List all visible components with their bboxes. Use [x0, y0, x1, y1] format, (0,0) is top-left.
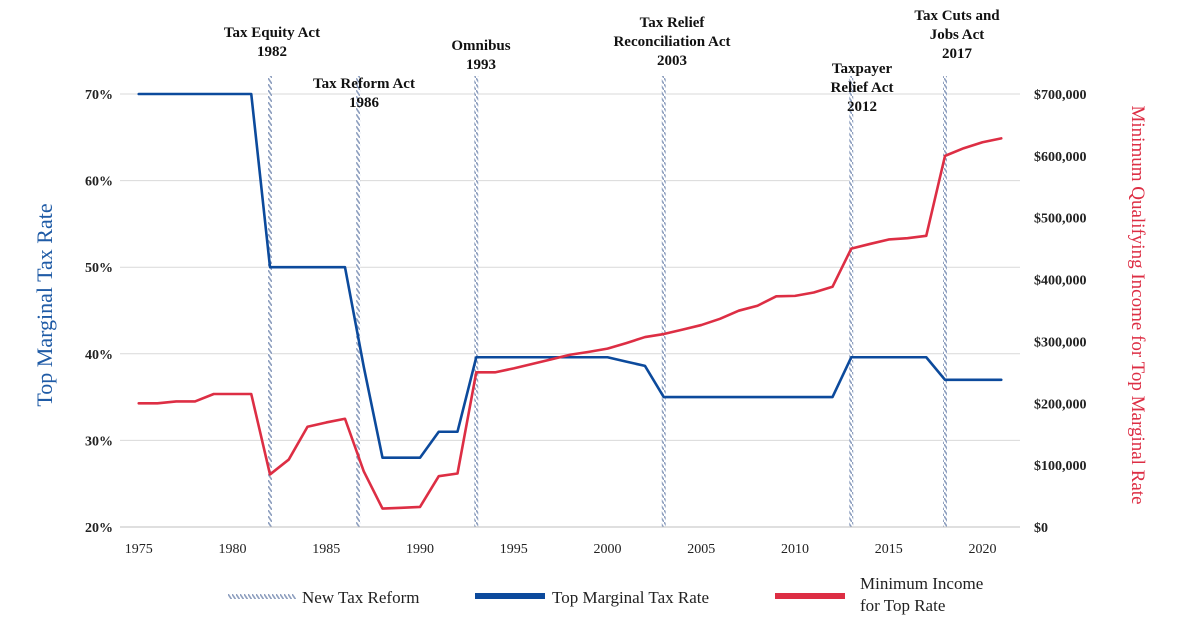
reform-annotation-text: 1993	[466, 57, 496, 73]
legend-label-income: Minimum Income	[860, 574, 983, 593]
x-tick-label: 1980	[219, 542, 247, 557]
y2-tick-label: $300,000	[1034, 335, 1087, 350]
reform-line	[849, 76, 854, 527]
y2-tick-label: $100,000	[1034, 459, 1087, 474]
y2-tick-label: $500,000	[1034, 212, 1087, 227]
reform-annotation-text: Omnibus	[451, 38, 510, 54]
x-tick-label: 1995	[500, 542, 528, 557]
y2-tick-label: $0	[1034, 521, 1048, 536]
legend-label-rate: Top Marginal Tax Rate	[552, 588, 709, 607]
y2-tick-label: $700,000	[1034, 88, 1087, 103]
reform-annotation-text: Reconciliation Act	[613, 34, 730, 50]
x-tick-label: 1985	[312, 542, 340, 557]
reform-line	[943, 76, 947, 527]
reform-line	[661, 76, 666, 527]
top-marginal-rate-line	[137, 92, 1003, 460]
reform-annotation-text: 1986	[349, 95, 380, 111]
x-tick-label: 1990	[406, 542, 434, 557]
reform-annotation-text: 2012	[847, 99, 877, 115]
legend-swatch-reform	[228, 594, 296, 599]
y-tick-label: 60%	[85, 175, 113, 190]
reform-annotations: Tax Equity Act 1982 Tax Reform Act 1986 Omni…	[224, 8, 1000, 115]
reform-line	[474, 76, 479, 527]
x-tick-label: 2005	[687, 542, 715, 557]
legend-label-reform: New Tax Reform	[302, 588, 419, 607]
y-tick-label: 40%	[85, 348, 113, 363]
reform-annotation-text: 2017	[942, 46, 973, 62]
x-tick-label: 2020	[969, 542, 997, 557]
minimum-income-line	[137, 137, 1003, 510]
reform-annotation-text: 2003	[657, 53, 687, 69]
grid-layer	[120, 93, 1020, 441]
y2-tick-label: $400,000	[1034, 274, 1087, 289]
reform-annotation-text: 1982	[257, 44, 287, 60]
y2-tick-label: $200,000	[1034, 397, 1087, 412]
legend: New Tax Reform Top Marginal Tax Rate Minim…	[228, 574, 983, 615]
x-tick-label: 1975	[125, 542, 153, 557]
legend-swatch-income	[775, 593, 845, 599]
legend-swatch-rate	[475, 593, 545, 599]
reform-annotation-text: Jobs Act	[930, 27, 985, 43]
y2-tick-label: $600,000	[1034, 150, 1087, 165]
x-tick-label: 2015	[875, 542, 903, 557]
y-axis-title: Top Marginal Tax Rate	[32, 203, 57, 406]
reform-annotation-text: Tax Relief	[640, 15, 706, 31]
x-tick-label: 2000	[594, 542, 622, 557]
x-tick-label: 2010	[781, 542, 809, 557]
reform-annotation-text: Relief Act	[831, 80, 894, 96]
reform-lines	[268, 76, 947, 527]
reform-annotation-text: Tax Cuts and	[914, 8, 1000, 24]
y2-axis-title: Minimum Qualifying Income for Top Margin…	[1127, 105, 1148, 504]
y-tick-label: 30%	[85, 434, 113, 449]
reform-line	[356, 76, 361, 527]
legend-label-income-2: for Top Rate	[860, 596, 945, 615]
series-layer	[137, 92, 1003, 510]
axis-layer: 20% 30% 40% 50% 60% 70% $0 $100,000 $200,000 $300…	[32, 88, 1148, 557]
y-tick-label: 50%	[85, 261, 113, 276]
y-tick-label: 70%	[85, 88, 113, 103]
reform-annotation-text: Tax Equity Act	[224, 25, 320, 41]
y-tick-label: 20%	[85, 521, 113, 536]
reform-annotation-text: Tax Reform Act	[313, 76, 415, 92]
reform-line	[268, 76, 272, 527]
reform-annotation-text: Taxpayer	[832, 61, 893, 77]
